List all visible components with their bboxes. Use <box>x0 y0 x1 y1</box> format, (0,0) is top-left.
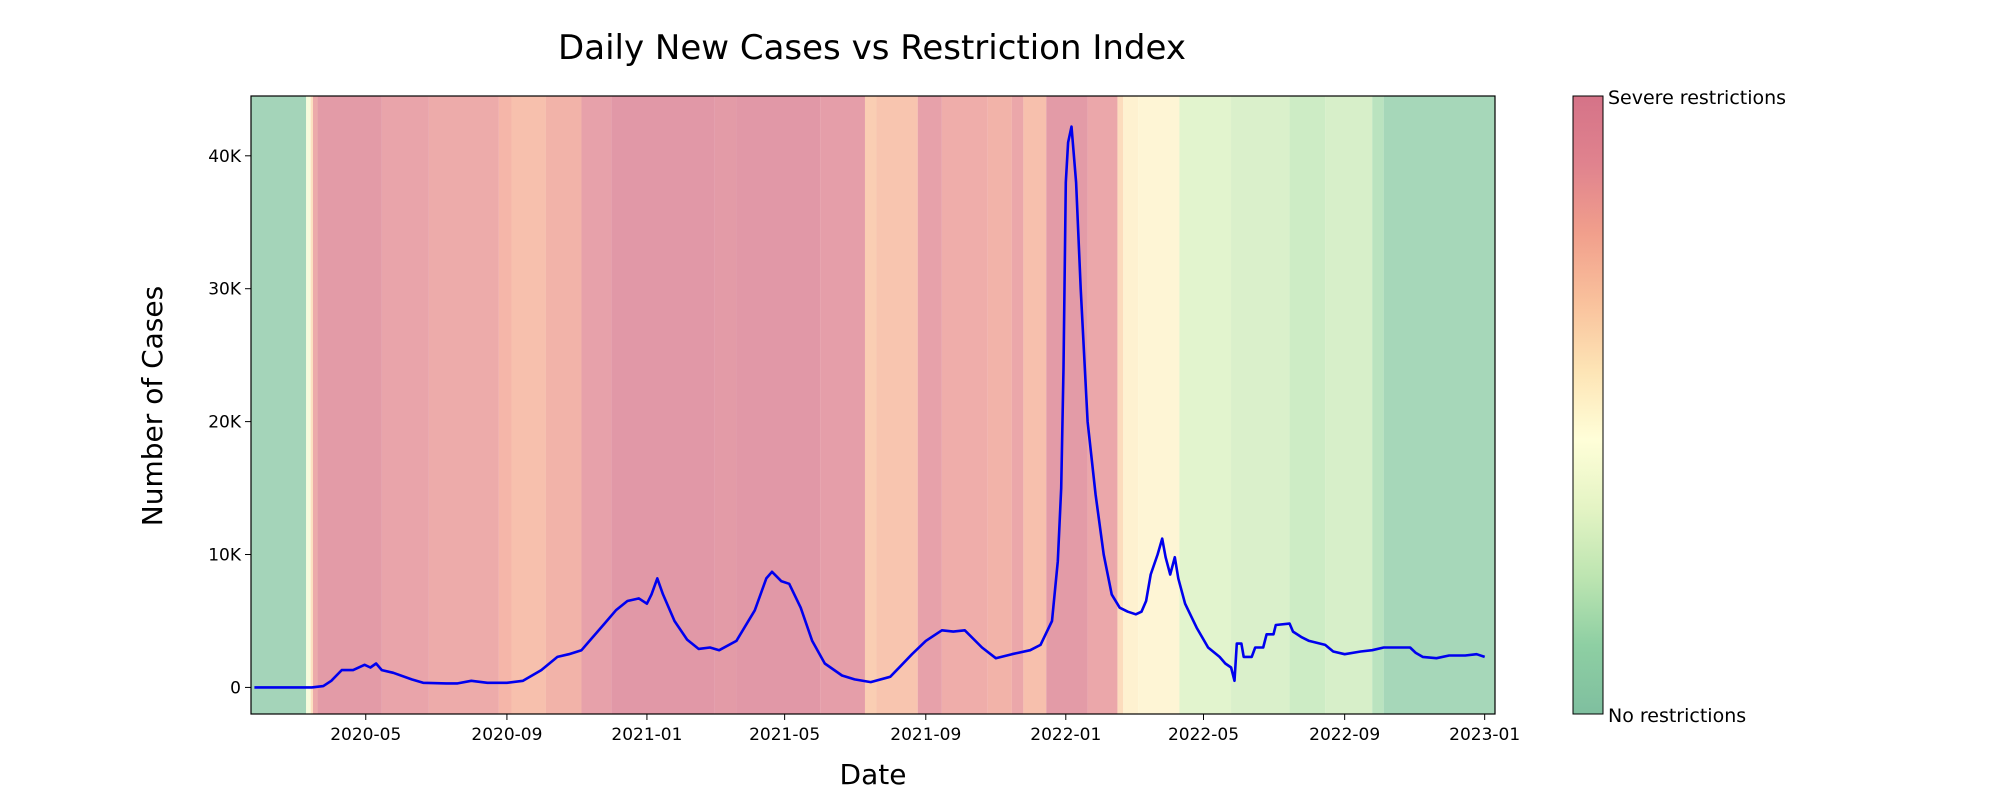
restriction-band <box>545 96 582 714</box>
restriction-band <box>611 96 715 714</box>
plot-frame <box>250 95 1496 715</box>
x-tick-label: 2021-05 <box>749 725 820 745</box>
data-line-group <box>254 125 1486 689</box>
y-tick-label: 10K <box>208 546 242 566</box>
restriction-band <box>820 96 865 714</box>
y-axis: 0 10K 20K 30K 40K <box>208 147 251 698</box>
restriction-band <box>317 96 382 714</box>
restriction-band <box>876 96 918 714</box>
restriction-band <box>581 96 612 714</box>
chart-title: Daily New Cases vs Restriction Index <box>558 28 1186 68</box>
restriction-band <box>736 96 821 714</box>
colorbar-bottom-label: No restrictions <box>1608 705 1746 727</box>
cases-line <box>254 125 1486 689</box>
x-axis-label: Date <box>840 758 907 791</box>
restriction-band <box>312 96 318 714</box>
restriction-band <box>1023 96 1047 714</box>
restriction-band <box>987 96 1012 714</box>
background-bands <box>251 96 1495 714</box>
x-tick-label: 2020-09 <box>471 725 542 745</box>
restriction-band <box>306 96 311 714</box>
restriction-band <box>1087 96 1118 714</box>
restriction-band <box>1325 96 1373 714</box>
y-tick-label: 20K <box>208 413 242 433</box>
restriction-band <box>1179 96 1232 714</box>
restriction-band <box>1372 96 1384 714</box>
x-tick-label: 2022-01 <box>1030 725 1101 745</box>
restriction-band <box>1123 96 1139 714</box>
x-tick-label: 2022-05 <box>1168 725 1239 745</box>
y-tick-label: 30K <box>208 280 242 300</box>
restriction-band <box>1231 96 1290 714</box>
restriction-band <box>864 96 877 714</box>
colorbar <box>1572 95 1604 715</box>
restriction-band <box>1117 96 1124 714</box>
x-tick-label: 2022-09 <box>1309 725 1380 745</box>
restriction-band <box>1383 96 1495 714</box>
x-tick-label: 2021-01 <box>611 725 682 745</box>
colorbar-top-label: Severe restrictions <box>1608 87 1786 109</box>
restriction-band <box>511 96 546 714</box>
restriction-band <box>917 96 942 714</box>
restriction-band <box>1138 96 1180 714</box>
x-tick-label: 2020-05 <box>330 725 401 745</box>
y-tick-label: 0 <box>230 678 241 698</box>
restriction-band <box>428 96 499 714</box>
restriction-band <box>381 96 429 714</box>
restriction-band <box>714 96 737 714</box>
restriction-band <box>251 96 307 714</box>
x-tick-label: 2023-01 <box>1449 725 1520 745</box>
restriction-band <box>1011 96 1024 714</box>
restriction-band <box>1289 96 1326 714</box>
restriction-band <box>310 96 313 714</box>
y-tick-label: 40K <box>208 147 242 167</box>
x-axis: 2020-05 2020-09 2021-01 2021-05 2021-09 2022-… <box>330 714 1520 745</box>
restriction-band <box>941 96 988 714</box>
x-tick-label: 2021-09 <box>890 725 961 745</box>
restriction-band <box>498 96 512 714</box>
y-axis-label: Number of Cases <box>136 286 169 526</box>
